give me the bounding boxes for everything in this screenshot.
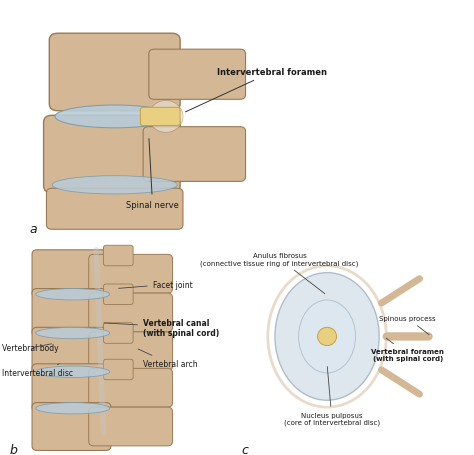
FancyBboxPatch shape bbox=[32, 364, 111, 412]
Text: Intervertebral foramen: Intervertebral foramen bbox=[185, 68, 327, 112]
FancyBboxPatch shape bbox=[89, 293, 173, 332]
Text: c: c bbox=[242, 443, 249, 455]
FancyBboxPatch shape bbox=[49, 34, 180, 111]
FancyBboxPatch shape bbox=[103, 246, 133, 266]
FancyBboxPatch shape bbox=[103, 359, 133, 380]
Text: Vertebral body: Vertebral body bbox=[2, 344, 59, 353]
FancyBboxPatch shape bbox=[140, 108, 180, 126]
FancyBboxPatch shape bbox=[32, 289, 111, 337]
Text: Vertebral canal
(with spinal cord): Vertebral canal (with spinal cord) bbox=[104, 318, 219, 337]
FancyBboxPatch shape bbox=[103, 284, 133, 305]
FancyBboxPatch shape bbox=[32, 328, 111, 375]
FancyBboxPatch shape bbox=[44, 116, 180, 193]
Text: b: b bbox=[10, 443, 18, 455]
FancyBboxPatch shape bbox=[89, 332, 173, 371]
Text: Spinal nerve: Spinal nerve bbox=[126, 139, 179, 209]
FancyBboxPatch shape bbox=[89, 255, 173, 293]
Text: Vertebral foramen
(with spinal cord): Vertebral foramen (with spinal cord) bbox=[371, 339, 444, 361]
Text: Nucleus pulposus
(core of intervertebral disc): Nucleus pulposus (core of intervertebral… bbox=[284, 367, 380, 425]
Ellipse shape bbox=[149, 101, 183, 133]
Ellipse shape bbox=[36, 403, 109, 414]
Ellipse shape bbox=[36, 366, 109, 378]
FancyBboxPatch shape bbox=[46, 189, 183, 230]
FancyBboxPatch shape bbox=[103, 323, 133, 344]
Ellipse shape bbox=[299, 300, 356, 373]
Text: a: a bbox=[29, 222, 37, 235]
FancyBboxPatch shape bbox=[32, 250, 111, 298]
Ellipse shape bbox=[275, 273, 379, 400]
Ellipse shape bbox=[36, 328, 109, 339]
Text: Vertebral arch: Vertebral arch bbox=[138, 349, 198, 369]
Ellipse shape bbox=[52, 177, 177, 195]
FancyBboxPatch shape bbox=[89, 407, 173, 446]
Text: Facet joint: Facet joint bbox=[118, 280, 192, 289]
Text: Spinous process: Spinous process bbox=[379, 315, 436, 335]
Ellipse shape bbox=[55, 106, 174, 128]
Ellipse shape bbox=[36, 289, 109, 300]
FancyArrowPatch shape bbox=[382, 370, 419, 394]
Text: Anulus fibrosus
(connective tissue ring of intervertebral disc): Anulus fibrosus (connective tissue ring … bbox=[201, 253, 359, 294]
Text: Intervertebral disc: Intervertebral disc bbox=[2, 364, 73, 378]
FancyArrowPatch shape bbox=[382, 279, 419, 303]
FancyBboxPatch shape bbox=[143, 127, 246, 182]
FancyBboxPatch shape bbox=[149, 50, 246, 100]
FancyBboxPatch shape bbox=[89, 369, 173, 407]
FancyBboxPatch shape bbox=[32, 403, 111, 450]
Circle shape bbox=[318, 328, 337, 346]
